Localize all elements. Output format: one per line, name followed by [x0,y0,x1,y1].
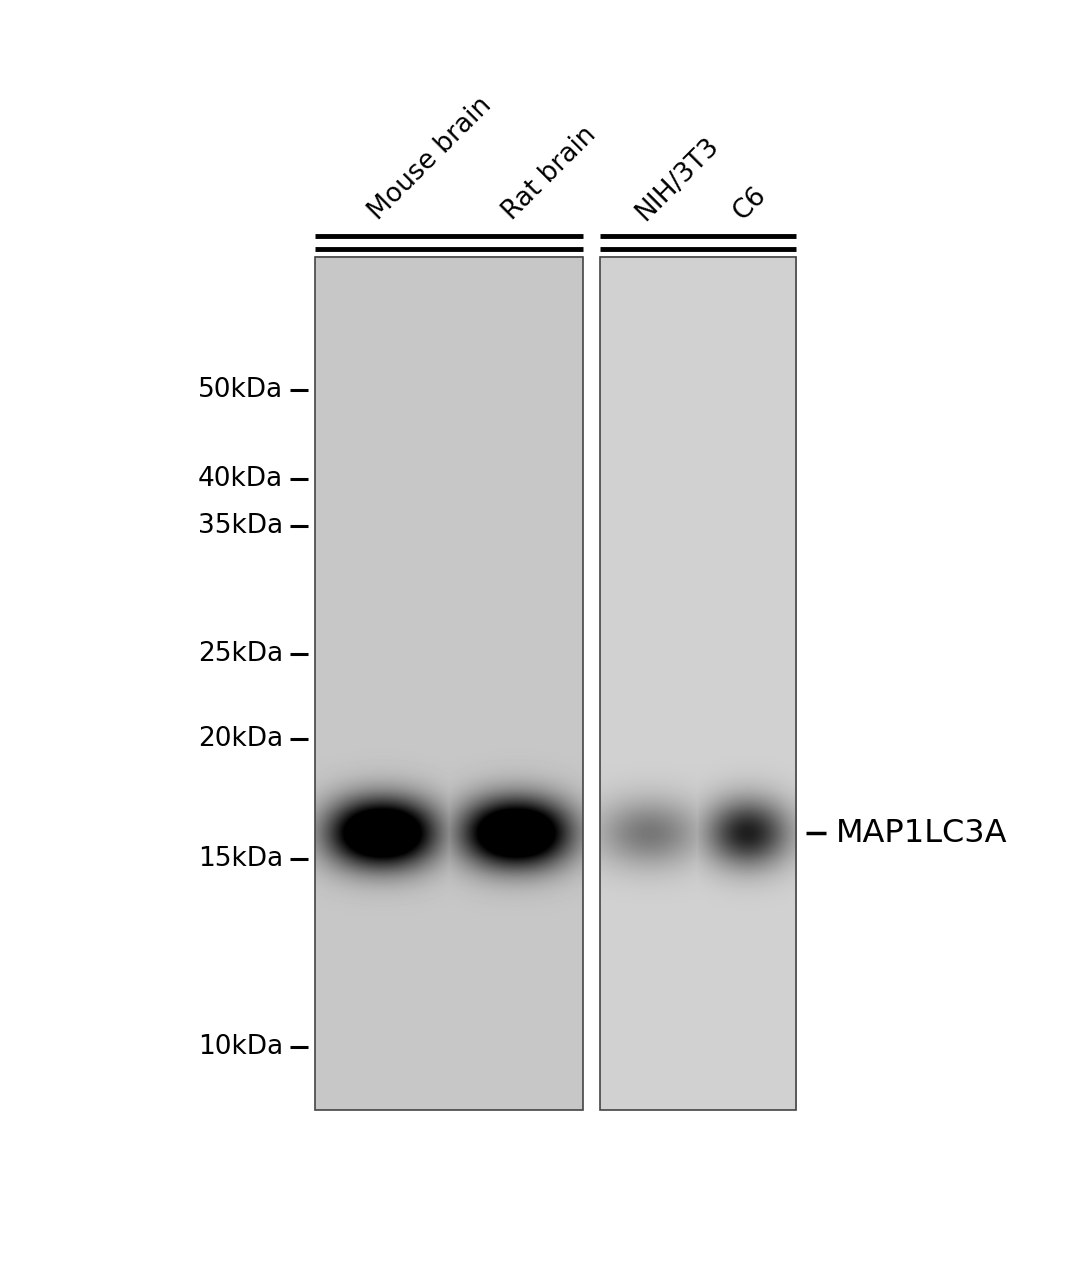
Text: 20kDa: 20kDa [198,726,283,752]
Bar [315,257,583,1111]
Text: 35kDa: 35kDa [198,514,283,539]
Text: MAP1LC3A: MAP1LC3A [836,817,1007,849]
Text: Mouse brain: Mouse brain [364,92,497,225]
Text: 10kDa: 10kDa [198,1034,283,1059]
Text: NIH/3T3: NIH/3T3 [631,132,724,225]
Bar [599,257,796,1111]
Text: 40kDa: 40kDa [198,466,283,492]
Text: C6: C6 [729,182,772,225]
Text: 50kDa: 50kDa [198,377,283,402]
Text: 15kDa: 15kDa [198,845,283,872]
Text: 25kDa: 25kDa [198,640,283,667]
Text: Rat brain: Rat brain [498,122,602,225]
